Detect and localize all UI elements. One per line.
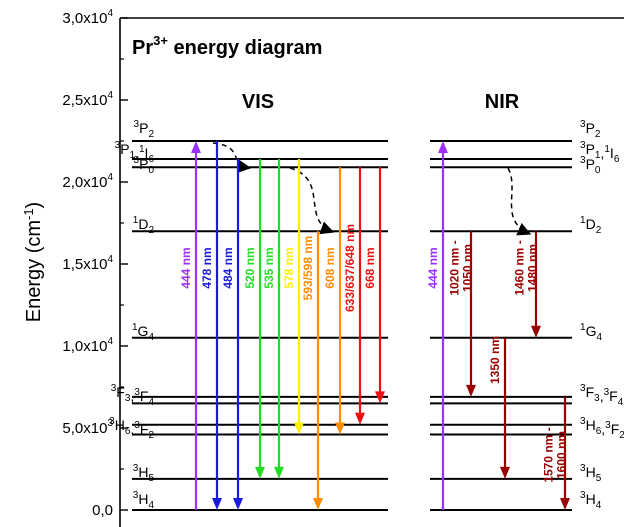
nir-transition-arrowhead-2 (531, 325, 541, 338)
nir-transition-label-2: 1460 nm - (513, 240, 527, 295)
y-tick-label: 5,0x103 (62, 418, 113, 437)
relax-arrow-nir (507, 167, 532, 236)
nir-transition-label-1: 1020 nm - (448, 240, 462, 295)
nir-transition-label-4: 1570 nm - (542, 427, 556, 482)
vis-transition-label-8: 633/637/648 nm (343, 224, 357, 312)
y-tick-label: 2,0x104 (62, 172, 113, 191)
vis-transition-arrowhead-6 (313, 498, 323, 510)
level-label-vis-3H5: 3H5 (133, 463, 155, 484)
nonradiative-relaxations (212, 142, 532, 236)
vis-transition-arrowhead-0 (191, 141, 201, 153)
level-label-vis-3H6F2: 3H6,3F2 (109, 416, 154, 441)
relax-arrow-vis-1 (212, 142, 252, 174)
level-label-nir-3H5: 3H5 (580, 463, 602, 484)
vis-transition-arrowhead-4 (274, 466, 284, 479)
nir-transition-label-1: 1050 nm (461, 244, 475, 292)
vis-transition-label-4: 535 nm (262, 247, 276, 288)
nir-transition-label-4: 1600 nm (555, 431, 569, 479)
vis-transition-label-1: 478 nm (200, 247, 214, 288)
nir-transition-label-0: 444 nm (426, 247, 440, 288)
level-label-vis-1D2: 1D2 (133, 215, 155, 236)
vis-transitions: 444 nm 478 nm 484 nm 520 nm 535 nm 578 nm 593/… (179, 141, 385, 510)
nir-transition-arrowhead-0 (438, 141, 448, 153)
y-tick-label: 1,5x104 (62, 254, 113, 273)
y-tick-label: 0,0 (92, 502, 113, 519)
level-label-vis-1G4: 1G4 (132, 322, 154, 343)
vis-transition-label-0: 444 nm (179, 247, 193, 288)
nir-section-title: NIR (485, 91, 520, 113)
vis-transition-arrowhead-1 (212, 498, 222, 510)
vis-transition-label-9: 668 nm (363, 247, 377, 288)
level-label-nir-3F34: 3F3,3F4 (580, 383, 624, 408)
y-tick-label: 1,0x104 (62, 336, 113, 355)
nir-transitions: 444 nm 1020 nm -1050 nm 1460 nm -1480 nm 13… (426, 141, 570, 510)
y-axis: 0,0 5,0x103 1,0x104 1,5x104 2,0x104 2,5x104 3,… (62, 8, 128, 519)
y-tick-label: 2,5x104 (62, 90, 113, 109)
vis-transition-label-2: 484 nm (221, 247, 235, 288)
level-label-nir-3P1: 3P1,1I6 (580, 140, 620, 165)
vis-transition-arrowhead-5 (294, 422, 304, 435)
vis-transition-arrowhead-2 (233, 498, 243, 510)
diagram-title: Pr3+ energy diagram (132, 33, 322, 59)
nir-transition-label-3: 1350 nm (488, 336, 502, 384)
level-labels: 3P23P23P1,1I63P1,1I63P03P01D21D21G41G43F… (109, 119, 624, 511)
level-label-vis-3H4: 3H4 (133, 490, 155, 511)
level-label-vis-3F34: 3F3,3F4 (111, 383, 155, 408)
vis-transition-label-7: 608 nm (323, 247, 337, 288)
vis-section-title: VIS (242, 91, 274, 113)
level-label-vis-3P1: 3P1,1I6 (115, 140, 155, 165)
vis-transition-label-3: 520 nm (243, 247, 257, 288)
nir-transition-label-2: 1480 nm (526, 244, 540, 292)
y-tick-label: 3,0x104 (62, 8, 113, 27)
level-label-nir-3H6F2: 3H6,3F2 (580, 416, 624, 441)
plot-frame (119, 17, 624, 527)
vis-transition-arrowhead-3 (255, 466, 265, 479)
level-label-vis-3P2: 3P2 (134, 119, 155, 140)
level-label-vis-3P0: 3P0 (134, 155, 155, 176)
level-label-nir-3H4: 3H4 (580, 490, 602, 511)
nir-transition-arrowhead-4 (560, 498, 570, 510)
vis-transition-arrowhead-8 (355, 412, 365, 425)
level-label-nir-1D2: 1D2 (580, 215, 602, 236)
y-axis-title: Energy (cm-1) (21, 202, 46, 322)
vis-transition-arrowhead-9 (375, 391, 385, 404)
nir-transition-arrowhead-1 (466, 384, 476, 397)
level-label-nir-1G4: 1G4 (580, 322, 602, 343)
level-label-nir-3P0: 3P0 (580, 155, 601, 176)
nir-transition-arrowhead-3 (500, 466, 510, 479)
relax-arrow-vis-2 (289, 167, 335, 235)
level-label-nir-3P2: 3P2 (580, 119, 601, 140)
vis-transition-label-6: 593/598 nm (301, 236, 315, 301)
vis-transition-label-5: 578 nm (282, 247, 296, 288)
vis-transition-arrowhead-7 (335, 422, 345, 435)
